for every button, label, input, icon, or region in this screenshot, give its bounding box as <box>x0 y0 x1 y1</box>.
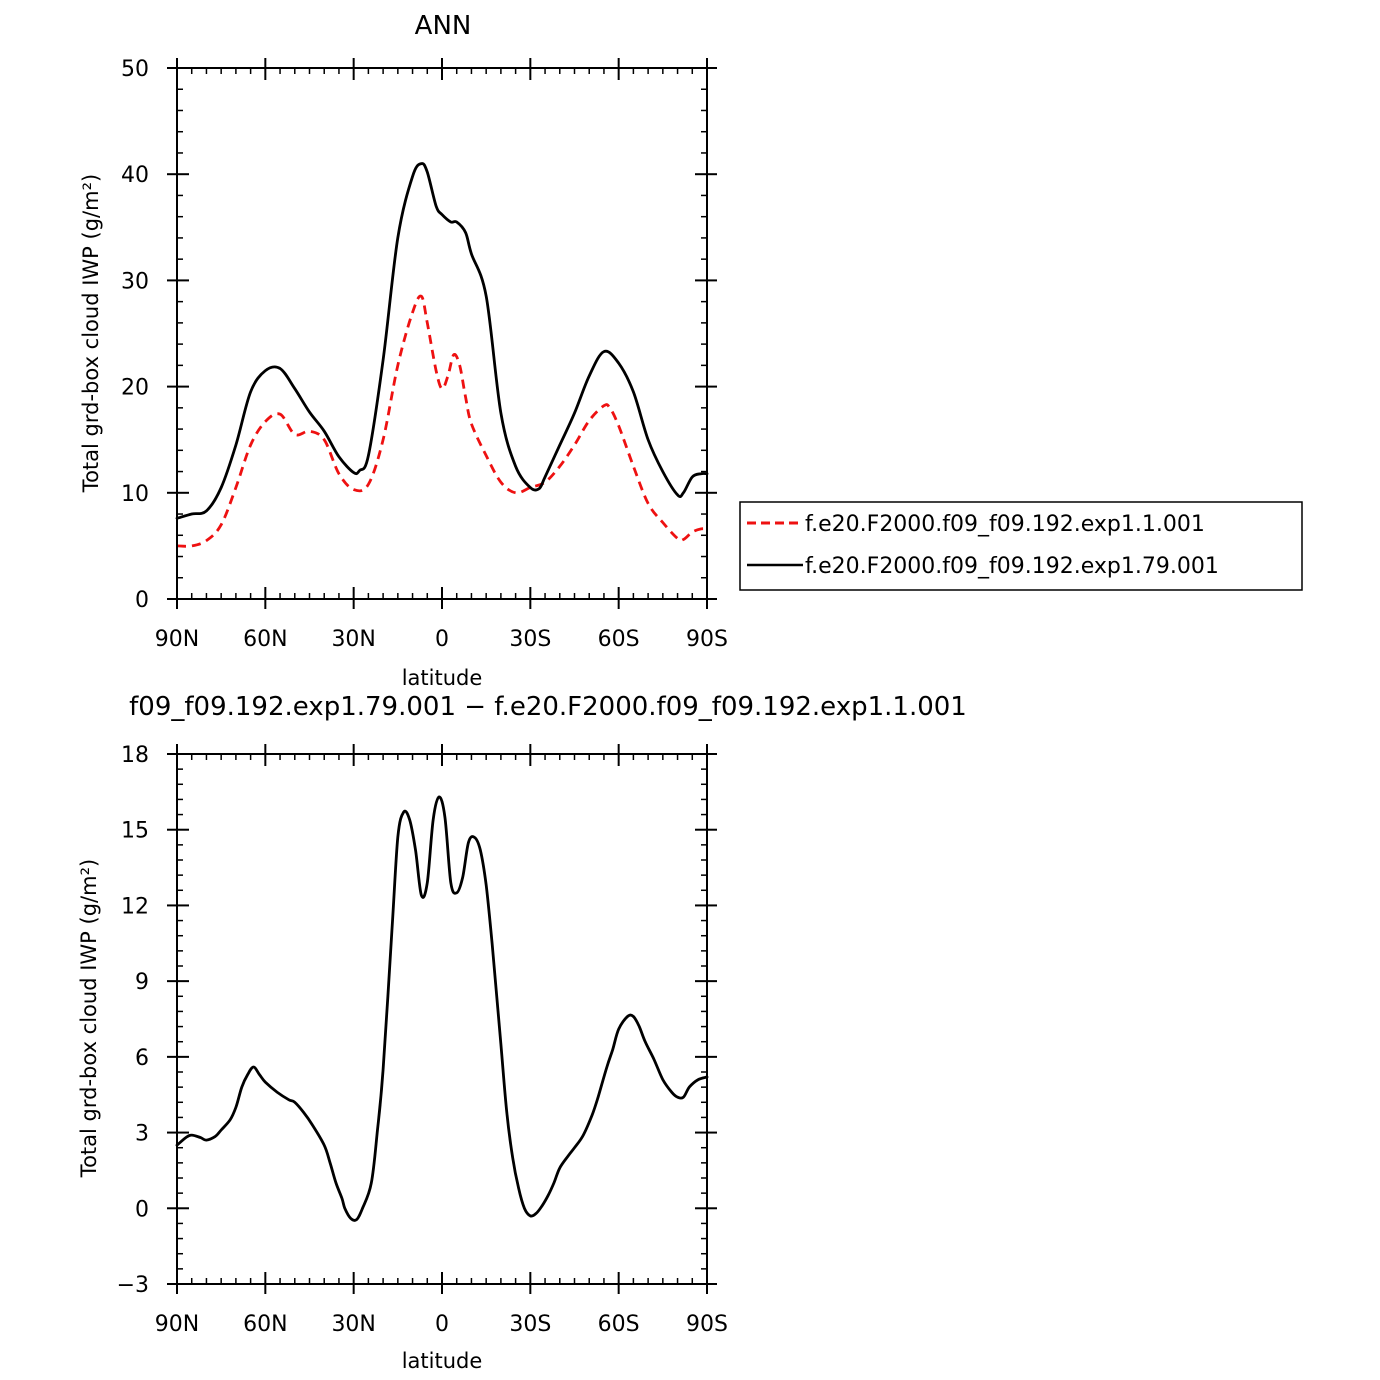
bottom-x-tick-label: 90N <box>155 1312 199 1337</box>
bottom-series-line-1 <box>175 795 709 1222</box>
top-y-tick-label: 50 <box>121 57 149 82</box>
top-y-tick-label: 20 <box>121 376 149 401</box>
bottom-chart-title: f09_f09.192.exp1.79.001 − f.e20.F2000.f0… <box>129 692 967 722</box>
bottom-y-tick-label: 3 <box>135 1122 149 1147</box>
bottom-x-tick-label: 60S <box>598 1312 640 1337</box>
bottom-x-tick-label: 0 <box>435 1312 449 1337</box>
top-series-line-2 <box>175 162 709 520</box>
top-x-tick-label: 60N <box>243 627 287 652</box>
top-series-group <box>175 162 709 548</box>
bottom-axes-group: 90N 60N 30N 0 30S 60S 90S −3 0 3 6 9 12 15 18 <box>117 743 728 1337</box>
bottom-series-group <box>175 795 709 1222</box>
top-plot-frame <box>176 67 708 600</box>
bottom-y-tick-label: 12 <box>121 894 149 919</box>
bottom-x-tick-label: 60N <box>243 1312 287 1337</box>
bottom-x-tick-label: 30N <box>331 1312 375 1337</box>
top-y-axis-label: Total grd-box cloud IWP (g/m²) <box>79 174 103 493</box>
bottom-y-axis-label: Total grd-box cloud IWP (g/m²) <box>77 859 101 1178</box>
bottom-chart: f09_f09.192.exp1.79.001 − f.e20.F2000.f0… <box>77 692 967 1373</box>
bottom-y-tick-label: 18 <box>121 743 149 768</box>
bottom-plot-frame <box>176 753 708 1285</box>
top-series-line-1 <box>176 294 708 548</box>
top-x-tick-label: 0 <box>435 627 449 652</box>
top-x-axis-label: latitude <box>402 666 483 690</box>
top-y-tick-label: 40 <box>121 163 149 188</box>
top-axes-group: 90N 60N 30N 0 30S 60S 90S 0 10 20 30 40 50 <box>121 57 728 652</box>
top-y-tick-label: 10 <box>121 482 149 507</box>
bottom-y-tick-label: 0 <box>135 1197 149 1222</box>
bottom-y-tick-label: −3 <box>117 1273 149 1298</box>
bottom-x-tick-label: 90S <box>686 1312 728 1337</box>
legend-label-2: f.e20.F2000.f09_f09.192.exp1.79.001 <box>805 554 1219 579</box>
bottom-y-tick-label: 15 <box>121 819 149 844</box>
top-x-tick-label: 90N <box>155 627 199 652</box>
top-y-tick-label: 30 <box>121 269 149 294</box>
top-y-tick-label: 0 <box>135 588 149 613</box>
top-chart-title: ANN <box>415 11 472 41</box>
bottom-x-axis-label: latitude <box>402 1349 483 1373</box>
top-x-tick-label: 90S <box>686 627 728 652</box>
top-x-tick-label: 30N <box>331 627 375 652</box>
top-x-tick-label: 30S <box>509 627 551 652</box>
top-chart: ANN 90N 60N 30N 0 30S 60S 90S 0 10 20 30 40 50 latit… <box>79 11 1303 690</box>
top-x-tick-label: 60S <box>598 627 640 652</box>
bottom-x-tick-label: 30S <box>509 1312 551 1337</box>
bottom-y-tick-label: 9 <box>135 970 149 995</box>
legend-box <box>739 501 1303 591</box>
legend: f.e20.F2000.f09_f09.192.exp1.1.001 f.e20… <box>739 501 1303 591</box>
legend-label-1: f.e20.F2000.f09_f09.192.exp1.1.001 <box>805 512 1205 537</box>
bottom-y-tick-label: 6 <box>135 1046 149 1071</box>
